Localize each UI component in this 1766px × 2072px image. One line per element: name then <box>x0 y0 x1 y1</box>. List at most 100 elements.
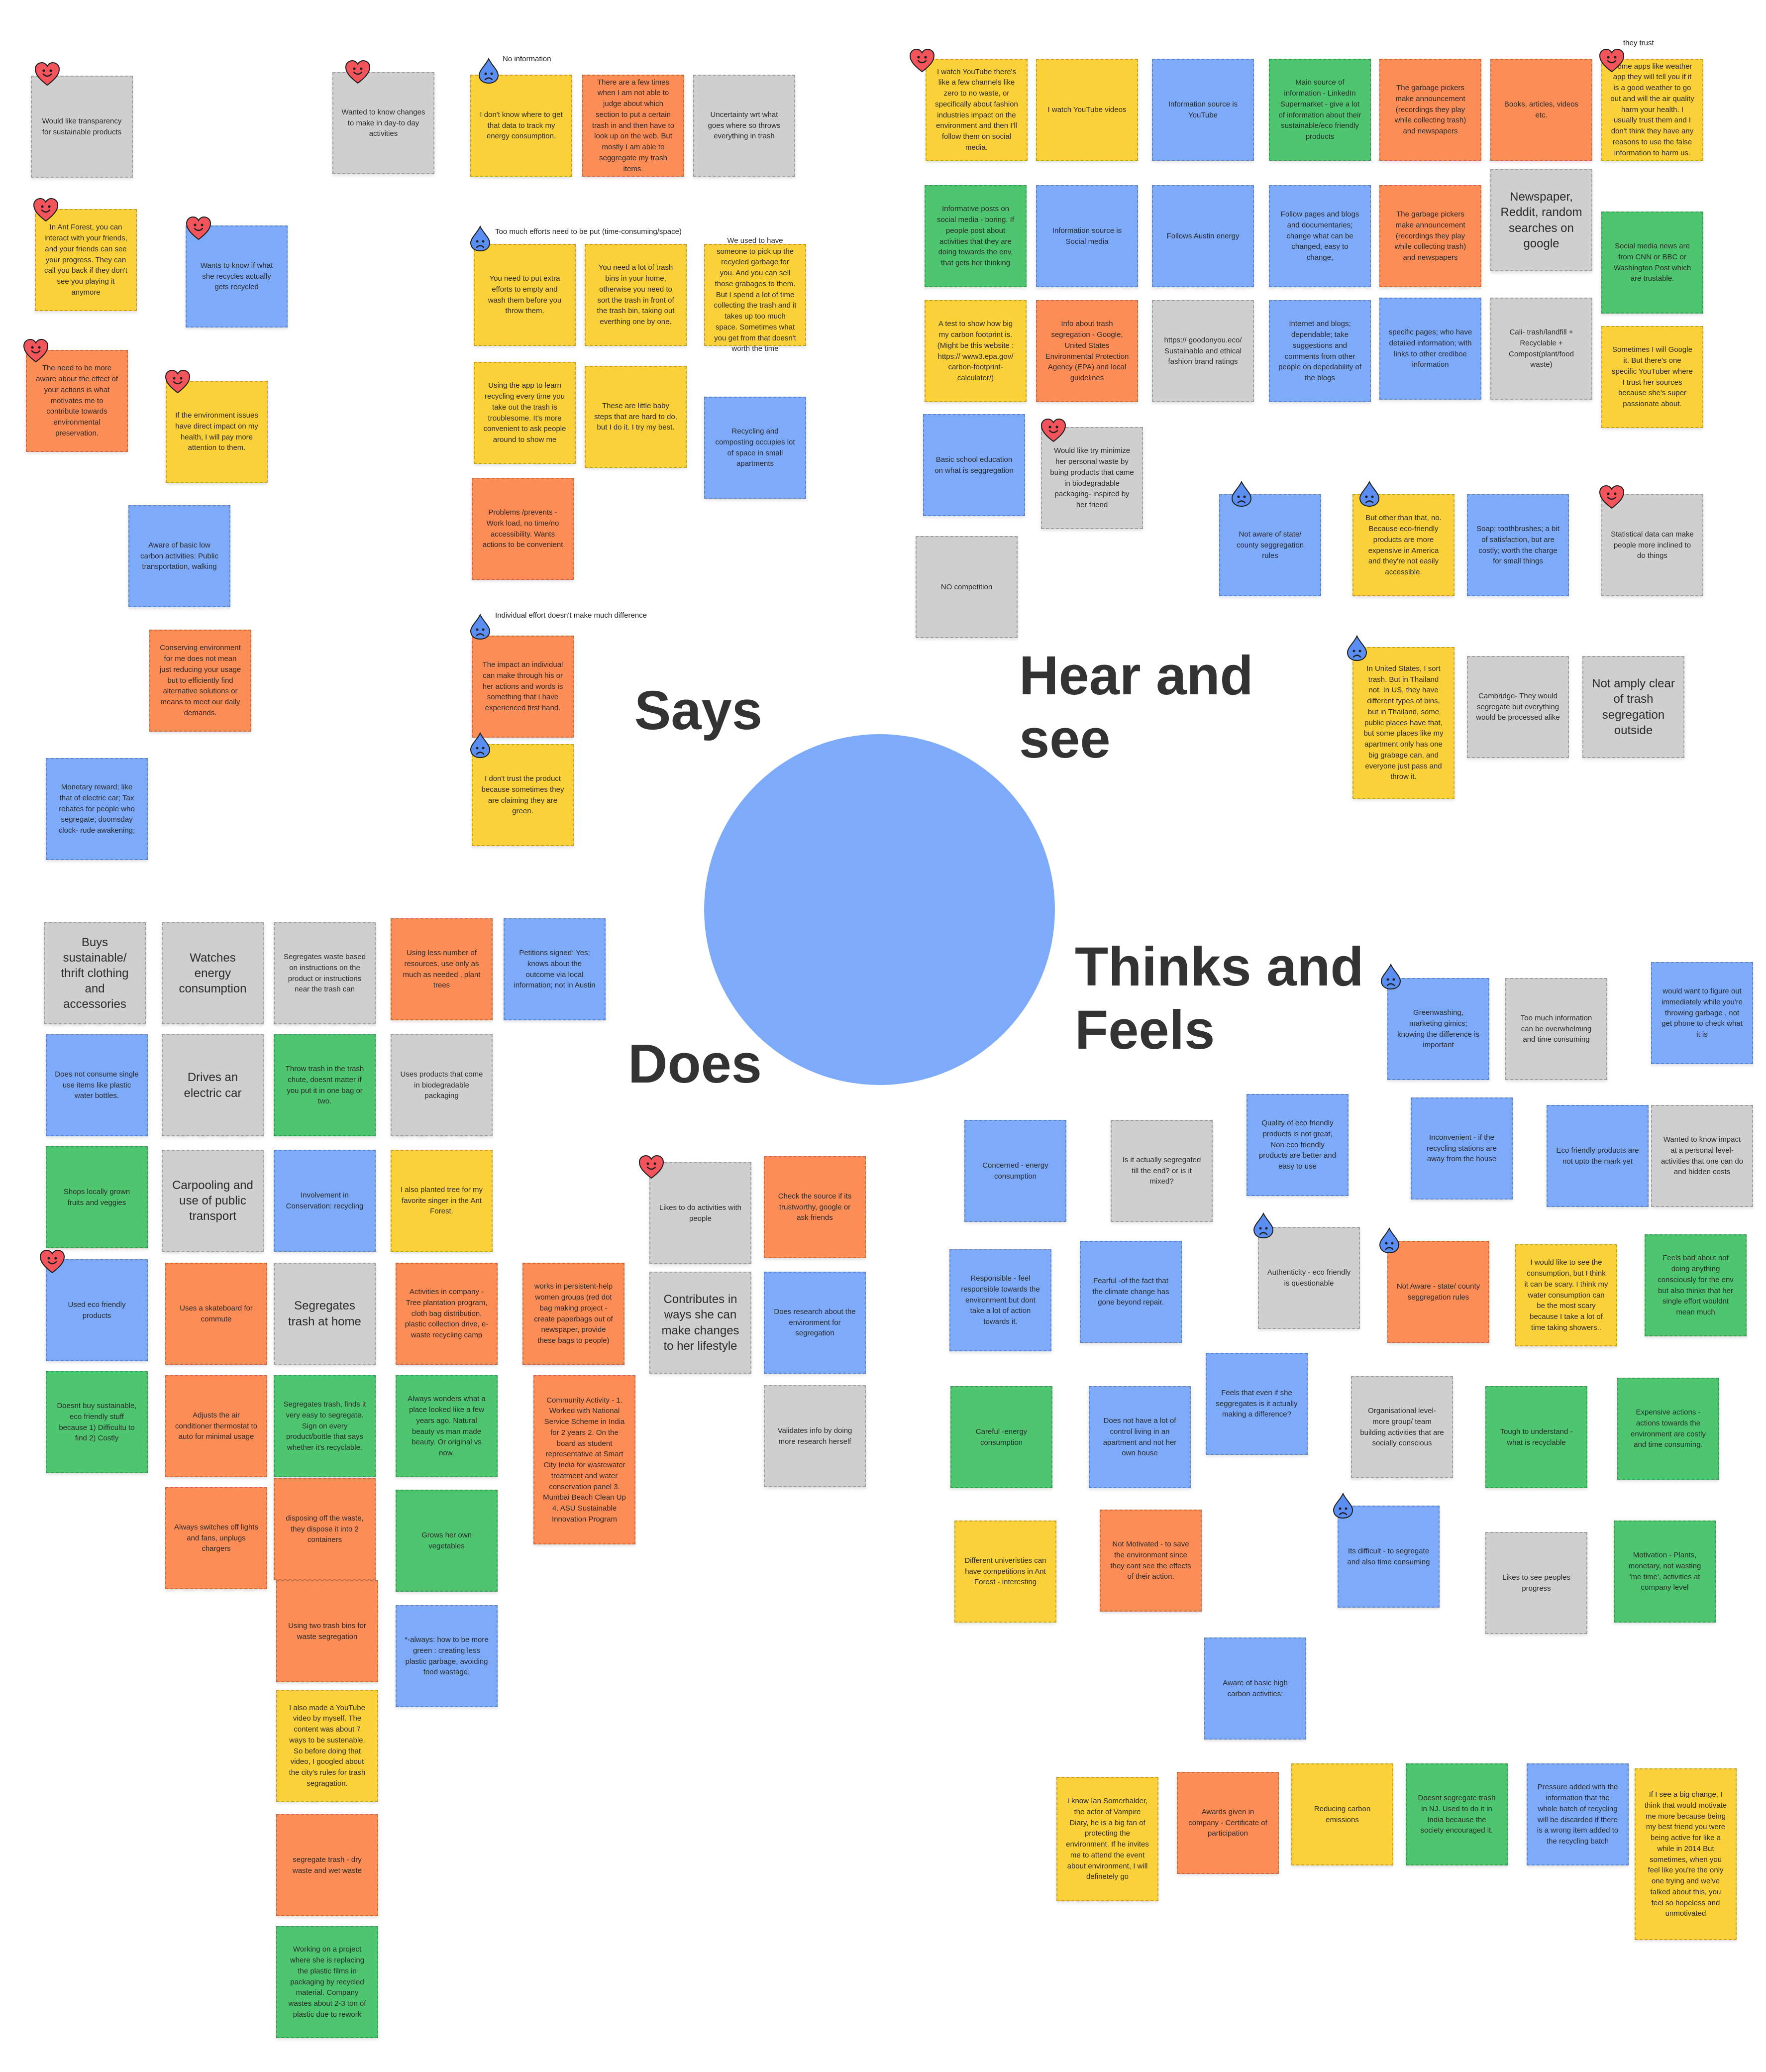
sticky-note: Community Activity - 1. Worked with Nati… <box>533 1375 635 1544</box>
sticky-note: Internet and blogs; dependable; take sug… <box>1269 300 1371 402</box>
sticky-note: In Ant Forest, you can interact with you… <box>35 209 137 311</box>
sticky-note: You need a lot of trash bins in your hom… <box>585 244 687 346</box>
heart-face-icon <box>23 338 49 363</box>
sticky-note: Always switches off lights and fans, unp… <box>165 1487 267 1589</box>
sticky-note: Information source is Social media <box>1036 185 1138 287</box>
sticky-note: Conserving environment for me does not m… <box>149 630 251 732</box>
sticky-note: Likes to do activities with people <box>649 1162 751 1264</box>
sticky-note: I would like to see the consumption, but… <box>1515 1244 1617 1346</box>
sticky-note: Doesnt segregate trash in NJ. Used to do… <box>1406 1763 1508 1865</box>
sticky-note: I watch YouTube there's like a few chann… <box>926 59 1028 161</box>
sticky-note: Doesnt buy sustainable, eco friendly stu… <box>46 1371 148 1473</box>
sticky-note: Soap; toothbrushes; a bit of satisfactio… <box>1467 494 1569 596</box>
heart-face-icon <box>1599 48 1625 73</box>
sticky-note: Involvement in Conservation: recycling <box>274 1150 376 1252</box>
sticky-note: Recycling and composting occupies lot of… <box>704 397 806 499</box>
sticky-note: would want to figure out immediately whi… <box>1651 962 1753 1064</box>
sticky-note: Greenwashing, marketing gimics; knowing … <box>1387 978 1489 1080</box>
sticky-note: Newspaper, Reddit, random searches on go… <box>1490 169 1592 271</box>
sad-drop-icon <box>470 732 491 759</box>
sticky-note: If I see a big change, I think that woul… <box>1635 1768 1737 1940</box>
sticky-note: I also planted tree for my favorite sing… <box>391 1150 493 1252</box>
sticky-note: Different univeristies can have competit… <box>954 1521 1056 1623</box>
sad-drop-icon <box>1347 635 1367 661</box>
sticky-note: Concerned - energy consumption <box>964 1120 1066 1222</box>
sticky-note: Not amply clear of trash segregation out… <box>1582 656 1684 758</box>
sad-drop-icon <box>1359 480 1380 507</box>
sad-drop-icon <box>478 57 499 84</box>
sticky-note: Fearful -of the fact that the climate ch… <box>1080 1241 1182 1343</box>
sad-drop-icon <box>1380 963 1401 990</box>
caption-too-much-effort: Too much efforts need to be put (time-co… <box>495 227 682 236</box>
sticky-note: Grows her own vegetables <box>396 1490 498 1592</box>
sticky-note: A test to show how big my carbon footpri… <box>925 300 1027 402</box>
sticky-note: Statistical data can make people more in… <box>1601 494 1703 596</box>
sticky-note: Always wonders what a place looked like … <box>396 1375 498 1477</box>
sticky-note: Contributes in ways she can make changes… <box>649 1272 751 1374</box>
sticky-note: Segregates trash, finds it very easy to … <box>274 1375 376 1477</box>
sticky-note: Working on a project where she is replac… <box>276 1926 378 2038</box>
heart-face-icon <box>39 1249 65 1274</box>
sticky-note: Drives an electric car <box>162 1034 264 1136</box>
sticky-note: Uses a skateboard for commute <box>165 1263 267 1365</box>
sticky-note: Feels bad about not doing anything consc… <box>1645 1234 1747 1336</box>
sticky-note: Problems /prevents - Work load, no time/… <box>472 478 574 580</box>
sticky-note: But other than that, no. Because eco-fri… <box>1352 494 1454 596</box>
says-heading: Says <box>634 680 762 741</box>
sticky-note: Follow pages and blogs and documentaries… <box>1269 185 1371 287</box>
does-heading: Does <box>628 1033 762 1094</box>
sticky-note: Quality of eco friendly products is not … <box>1247 1094 1349 1196</box>
sticky-note: Does research about the environment for … <box>764 1272 866 1374</box>
sticky-note: Authenticity - eco friendly is questiona… <box>1258 1227 1360 1329</box>
caption-individual-effort: Individual effort doesn't make much diff… <box>495 611 647 620</box>
sticky-note: Wants to know if what she recycles actua… <box>186 225 288 327</box>
sticky-note: You need to put extra efforts to empty a… <box>474 244 576 346</box>
sticky-note: Does not consume single use items like p… <box>46 1034 148 1136</box>
sticky-note: I watch YouTube videos <box>1036 59 1138 161</box>
sticky-note: I also made a YouTube video by myself. T… <box>276 1690 378 1802</box>
caption-no-information: No information <box>503 55 551 63</box>
sticky-note: These are little baby steps that are har… <box>585 366 687 468</box>
heart-face-icon <box>1040 418 1066 442</box>
sticky-note: Awards given in company - Certificate of… <box>1177 1772 1279 1874</box>
sticky-note: *-always: how to be more green : creatin… <box>396 1605 498 1707</box>
sticky-note: The garbage pickers make announcement (r… <box>1379 185 1481 287</box>
sticky-note: The impact an individual can make throug… <box>472 636 574 738</box>
sticky-note: https:// goodonyou.eco/ Sustainable and … <box>1152 300 1254 402</box>
sticky-note: Monetary reward; like that of electric c… <box>46 758 148 860</box>
hear-and-see-heading: Hear and see <box>1019 645 1253 769</box>
sticky-note: disposing off the waste, they dispose it… <box>274 1478 376 1580</box>
sticky-note: Some apps like weather app they will tel… <box>1601 59 1703 161</box>
sticky-note: Validates info by doing more research he… <box>764 1385 866 1487</box>
sticky-note: Carpooling and use of public transport <box>162 1150 264 1252</box>
sticky-note: Sometimes I will Google it. But there's … <box>1601 326 1703 428</box>
sticky-note: Not aware of state/ county seggregation … <box>1219 494 1321 596</box>
heart-face-icon <box>165 369 191 394</box>
sticky-note: Eco friendly products are not upto the m… <box>1547 1105 1649 1207</box>
sticky-note: We used to have someone to pick up the r… <box>704 236 806 353</box>
sticky-note: Does not have a lot of control living in… <box>1089 1386 1191 1488</box>
sticky-note: Watches energy consumption <box>162 922 264 1024</box>
sticky-note: Check the source if its trustworthy, goo… <box>764 1156 866 1258</box>
sticky-note: Aware of basic low carbon activities: Pu… <box>128 505 230 607</box>
sticky-note: NO competition <box>916 536 1018 638</box>
sticky-note: The need to be more aware about the effe… <box>26 350 128 452</box>
sticky-note: Using two trash bins for waste segregati… <box>276 1580 378 1682</box>
sticky-note: Organisational level- more group/ team b… <box>1351 1376 1453 1478</box>
heart-face-icon <box>345 60 371 84</box>
center-circle <box>704 734 1055 1085</box>
sticky-note: Using the app to learn recycling every t… <box>474 362 576 464</box>
sticky-note: Petitions signed: Yes; knows about the o… <box>504 918 606 1020</box>
heart-face-icon <box>1599 485 1625 509</box>
sticky-note: Tough to understand - what is recyclable <box>1485 1386 1587 1488</box>
sticky-note: Uncertainty wrt what goes where so throw… <box>693 75 795 177</box>
sticky-note: Would like try minimize her personal was… <box>1041 427 1143 529</box>
heart-face-icon <box>638 1155 664 1179</box>
sad-drop-icon <box>470 613 491 640</box>
sticky-note: Social media news are from CNN or BBC or… <box>1601 212 1703 314</box>
sticky-note: Info about trash segregation - Google, U… <box>1036 300 1138 402</box>
sticky-note: Expensive actions - actions towards the … <box>1617 1378 1719 1480</box>
heart-face-icon <box>34 62 60 86</box>
sticky-note: Shops locally grown fruits and veggies <box>46 1146 148 1248</box>
sad-drop-icon <box>1379 1227 1400 1254</box>
